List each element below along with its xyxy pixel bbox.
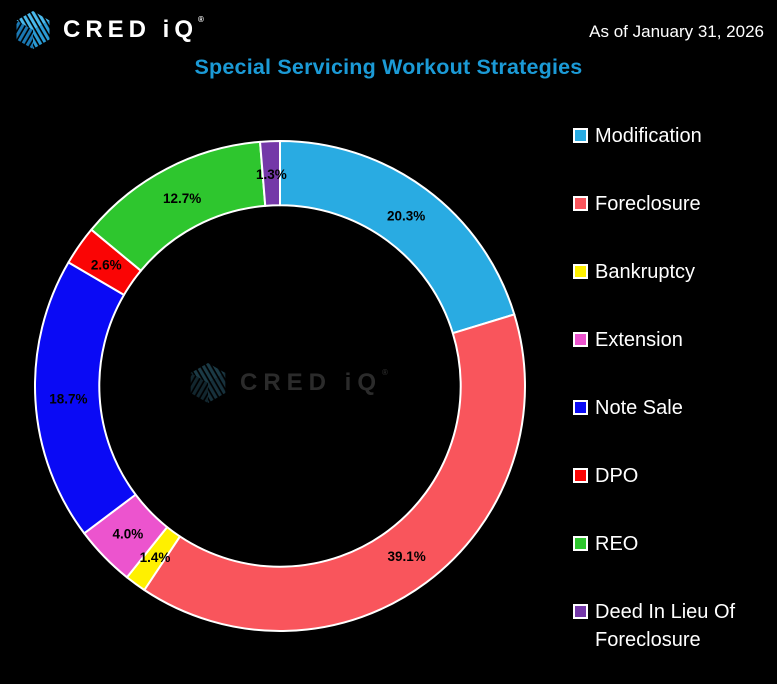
- legend-item-reo: REO: [573, 530, 753, 598]
- legend-item-bankruptcy: Bankruptcy: [573, 258, 753, 326]
- center-watermark-logo: CRED iQ®: [188, 362, 388, 404]
- as-of-date: As of January 31, 2026: [589, 22, 764, 41]
- registered-mark: ®: [198, 15, 204, 24]
- donut-slice-reo: [90, 140, 267, 272]
- chart-title: Special Servicing Workout Strategies: [194, 55, 583, 79]
- slice-percent-label: 2.6%: [91, 258, 122, 273]
- legend-swatch-icon: [573, 468, 588, 483]
- cred-iq-logo: CRED iQ®: [14, 10, 204, 50]
- slice-percent-label: 1.3%: [256, 167, 287, 182]
- legend-label: Deed In Lieu Of Foreclosure: [595, 601, 736, 651]
- legend-label: Note Sale: [595, 397, 683, 419]
- slice-percent-label: 18.7%: [49, 391, 87, 406]
- legend-label: REO: [595, 533, 639, 555]
- logo-wordmark: CRED iQ®: [63, 15, 204, 43]
- donut-slice-modification: [279, 140, 516, 335]
- legend-swatch-icon: [573, 536, 588, 551]
- legend-item-foreclosure: Foreclosure: [573, 190, 753, 258]
- legend-swatch-icon: [573, 128, 588, 143]
- watermark-hexagon-icon: [190, 363, 226, 403]
- legend-item-dpo: DPO: [573, 462, 753, 530]
- legend-label: Foreclosure: [595, 193, 701, 215]
- slice-percent-label: 12.7%: [163, 191, 201, 206]
- legend-label: Modification: [595, 125, 702, 147]
- legend-item-extension: Extension: [573, 326, 753, 394]
- legend-swatch-icon: [573, 400, 588, 415]
- cred-iq-hexagon-icon: [16, 11, 50, 49]
- legend-label: Extension: [595, 329, 683, 351]
- legend-label: DPO: [595, 465, 639, 487]
- legend-item-deed-in-lieu-of-foreclosure: Deed In Lieu Of Foreclosure: [573, 598, 753, 666]
- legend-label: Bankruptcy: [595, 261, 696, 283]
- slice-percent-label: 4.0%: [113, 527, 144, 542]
- watermark-wordmark: CRED iQ®: [240, 368, 388, 396]
- donut-slice-deed-in-lieu-of-foreclosure: [259, 140, 281, 207]
- slice-percent-label: 39.1%: [387, 549, 425, 564]
- legend-swatch-icon: [573, 264, 588, 279]
- slice-percent-label: 1.4%: [140, 550, 171, 565]
- chart-legend: Modification Foreclosure Bankruptcy Extensi…: [573, 122, 753, 666]
- legend-swatch-icon: [573, 196, 588, 211]
- donut-slice-foreclosure: [143, 313, 526, 632]
- legend-item-modification: Modification: [573, 122, 753, 190]
- watermark-registered-mark: ®: [382, 368, 388, 377]
- legend-item-note-sale: Note Sale: [573, 394, 753, 462]
- legend-swatch-icon: [573, 604, 588, 619]
- slice-percent-label: 20.3%: [387, 209, 425, 224]
- legend-swatch-icon: [573, 332, 588, 347]
